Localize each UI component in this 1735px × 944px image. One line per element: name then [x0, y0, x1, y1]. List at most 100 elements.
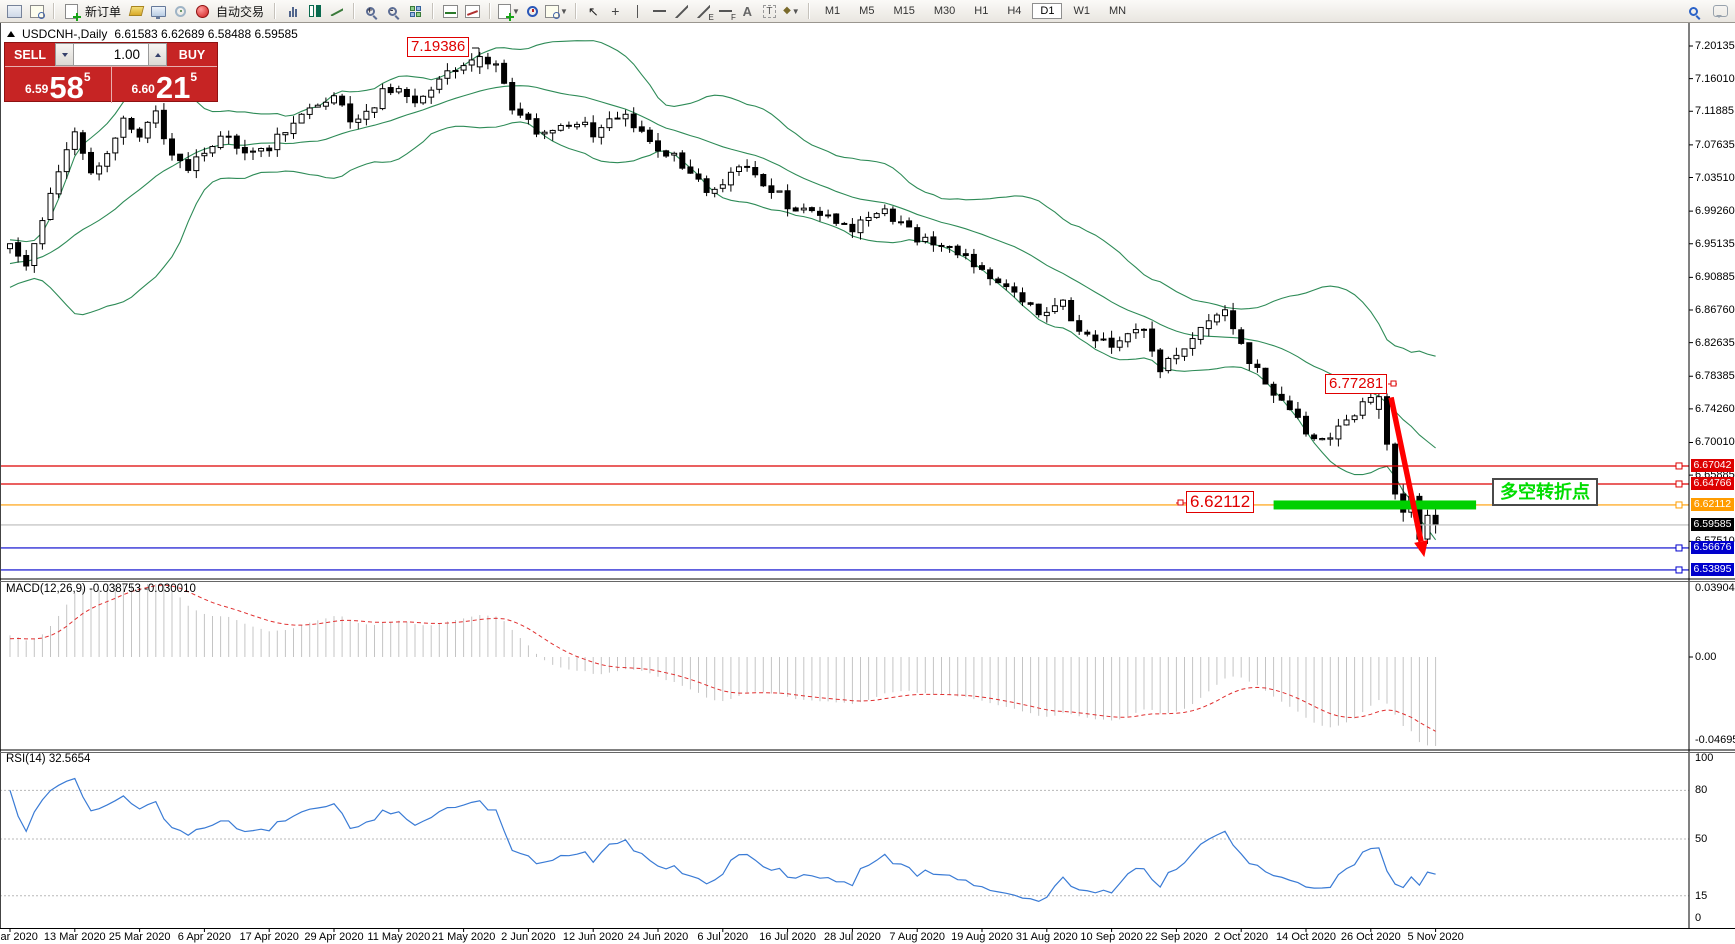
crosshair-icon[interactable]: +	[611, 3, 620, 19]
timeframe-button-m15[interactable]: M15	[893, 5, 915, 17]
price-tick-label: 6.82635	[1695, 336, 1735, 349]
terminal-icon[interactable]	[149, 2, 168, 20]
main-toolbar: 新订单 自动交易 ▼ ▼ ↖ + E F A T ◆▼ M1 M5 M15	[0, 0, 1735, 23]
date-tick-label: 29 Apr 2020	[304, 931, 364, 943]
price-tick-label: 6.74260	[1695, 402, 1735, 415]
bar-chart-icon[interactable]	[283, 2, 302, 20]
price-tick-label: 6.78385	[1695, 370, 1735, 383]
date-tick-label: 14 Oct 2020	[1276, 931, 1336, 943]
toolbar-separator	[807, 3, 810, 19]
drop-arrow[interactable]	[1388, 396, 1424, 543]
date-tick-label: 10 Sep 2020	[1080, 931, 1143, 943]
line-handle[interactable]	[1675, 462, 1683, 470]
price-tick-label: 6.95135	[1695, 237, 1735, 250]
auto-trading-icon[interactable]	[193, 2, 212, 20]
timeframe-button-h1[interactable]: H1	[974, 5, 989, 17]
timeframe-button-w1[interactable]: W1	[1073, 5, 1090, 17]
sell-price-display[interactable]: 6.59 58 5	[5, 67, 112, 103]
new-order-icon[interactable]	[62, 2, 81, 21]
search-icon[interactable]	[1684, 2, 1703, 20]
cursor-icon[interactable]: ↖	[587, 3, 599, 19]
volume-increase-button[interactable]	[148, 43, 167, 66]
chat-icon[interactable]	[1711, 2, 1730, 20]
toolbar-separator	[274, 3, 277, 19]
macd-axis-zero: 0.00	[1695, 651, 1717, 663]
horizontal-line-icon[interactable]	[650, 2, 669, 20]
timeframe-button-m1[interactable]: M1	[824, 5, 841, 17]
volume-input[interactable]: 1.00	[74, 43, 148, 66]
date-tick-label: 5 Nov 2020	[1407, 931, 1464, 943]
text-tool-icon[interactable]: A	[742, 3, 753, 19]
shapes-icon[interactable]: ◆ ▼	[783, 5, 800, 16]
indicators-arrow-icon[interactable]	[463, 2, 482, 20]
toolbar-separator	[353, 3, 356, 19]
macd-axis-max: 0.039044	[1695, 582, 1735, 594]
date-tick-label: 6 Jul 2020	[697, 931, 749, 943]
volume-control: 1.00	[55, 43, 167, 66]
swing-high-annotation[interactable]: 6.77281	[1325, 374, 1388, 394]
date-tick-label: 28 Jul 2020	[823, 931, 881, 943]
price-line-label: 6.62112	[1691, 497, 1734, 511]
date-tick-label: 25 Mar 2020	[108, 931, 171, 943]
volume-decrease-button[interactable]	[55, 43, 74, 66]
fibonacci-icon[interactable]: F	[716, 2, 736, 22]
timeframe-button-m5[interactable]: M5	[859, 5, 875, 17]
timeframe-button-d1[interactable]: D1	[1032, 3, 1063, 19]
date-tick-label: 3 Mar 2020	[0, 931, 38, 943]
trendline-icon[interactable]	[672, 2, 691, 20]
signal-icon[interactable]	[171, 2, 190, 20]
history-center-icon[interactable]	[127, 2, 146, 20]
timeframe-button-mn[interactable]: MN	[1108, 5, 1127, 17]
date-tick-label: 26 Oct 2020	[1340, 931, 1401, 943]
timeframe-button-h4[interactable]: H4	[1007, 5, 1022, 17]
macd-label: MACD(12,26,9) -0.038753 -0.030010	[6, 583, 196, 595]
turning-point-note[interactable]: 多空转折点	[1492, 478, 1598, 506]
support-price-annotation[interactable]: 6.62112	[1186, 491, 1255, 513]
buy-price-display[interactable]: 6.60 21 5	[131, 70, 198, 105]
data-window-icon[interactable]	[27, 2, 46, 20]
date-tick-label: 22 Sep 2020	[1145, 931, 1208, 943]
sell-button[interactable]: SELL	[14, 47, 46, 62]
line-handle[interactable]	[1675, 501, 1683, 509]
zoom-in-icon[interactable]	[362, 2, 381, 20]
add-indicator-icon[interactable]: ▼	[498, 2, 520, 21]
price-line-label: 6.64766	[1691, 476, 1734, 490]
zoom-out-icon[interactable]	[384, 2, 403, 20]
peak-price-annotation[interactable]: 7.19386	[407, 37, 470, 57]
price-line-label: 6.67042	[1691, 458, 1734, 472]
price-tick-label: 7.20135	[1695, 40, 1735, 52]
bollinger-bands	[9, 40, 1437, 541]
date-tick-label: 17 Apr 2020	[239, 931, 299, 943]
rsi-axis-0: 0	[1695, 912, 1702, 924]
toolbar-separator	[574, 3, 577, 19]
candle-chart-icon[interactable]	[305, 2, 324, 20]
period-clock-icon[interactable]	[523, 2, 542, 20]
tile-windows-icon[interactable]	[406, 2, 425, 20]
template-icon[interactable]: ▼	[544, 2, 568, 20]
charts-list-icon[interactable]	[5, 2, 24, 20]
line-handle[interactable]	[1675, 544, 1683, 552]
chart-ohlc-quotes: 6.61583 6.62689 6.58488 6.59585	[114, 27, 298, 41]
indicators-window-icon[interactable]	[441, 2, 460, 20]
rsi-axis-15: 15	[1695, 890, 1708, 902]
collapse-arrow-icon[interactable]	[7, 31, 15, 37]
line-handle[interactable]	[1675, 566, 1683, 574]
line-handle[interactable]	[1675, 480, 1683, 488]
price-line-label: 6.53895	[1691, 562, 1734, 576]
date-tick-label: 12 Jun 2020	[562, 931, 624, 943]
chart-frame	[0, 23, 1735, 932]
new-order-button[interactable]: 新订单	[85, 4, 122, 19]
date-tick-label: 24 Jun 2020	[627, 931, 689, 943]
text-label-icon[interactable]: T	[760, 2, 779, 20]
support-highlight-bar[interactable]	[1273, 500, 1477, 510]
vertical-line-icon[interactable]	[628, 2, 647, 20]
chart-symbol-period: USDCNH-,Daily	[22, 27, 108, 41]
auto-trading-button[interactable]: 自动交易	[216, 4, 265, 19]
toolbar-separator	[432, 3, 435, 19]
drawing-objects[interactable]	[472, 47, 1477, 558]
channel-icon[interactable]: E	[694, 2, 714, 22]
timeframe-button-m30[interactable]: M30	[933, 5, 956, 17]
buy-button[interactable]: BUY	[178, 47, 206, 62]
line-chart-icon[interactable]	[327, 2, 346, 20]
